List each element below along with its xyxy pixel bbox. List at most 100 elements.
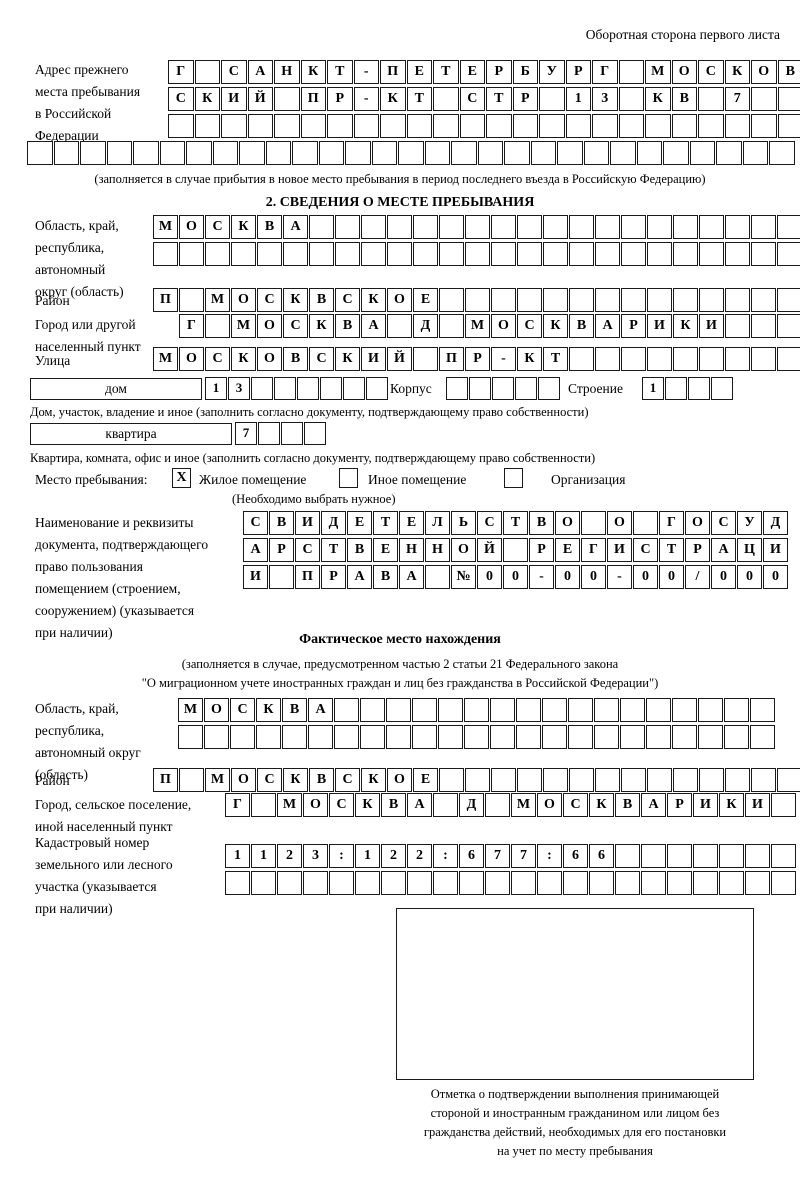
char-cell[interactable] [771, 793, 796, 817]
char-cell[interactable] [751, 114, 777, 138]
char-cell[interactable] [412, 698, 437, 722]
char-cell[interactable] [673, 215, 698, 239]
char-cell[interactable] [398, 141, 424, 165]
stay-type-option-2-checkbox[interactable] [339, 468, 358, 488]
char-cell[interactable]: Т [659, 538, 684, 562]
char-cell[interactable]: - [353, 60, 379, 84]
char-cell[interactable]: А [399, 565, 424, 589]
char-cell[interactable]: М [178, 698, 203, 722]
stay-type-option-1-checkbox[interactable]: Х [172, 468, 191, 488]
char-cell[interactable]: В [777, 60, 800, 84]
char-cell[interactable]: Ь [451, 511, 476, 535]
char-cell[interactable] [592, 114, 618, 138]
char-cell[interactable]: У [737, 511, 762, 535]
char-cell[interactable]: 2 [381, 844, 406, 868]
char-cell[interactable] [486, 114, 512, 138]
char-cell[interactable] [425, 565, 450, 589]
char-cell[interactable] [516, 698, 541, 722]
char-cell[interactable] [647, 215, 672, 239]
char-cell[interactable]: С [633, 538, 658, 562]
char-cell[interactable] [433, 871, 458, 895]
char-cell[interactable]: М [277, 793, 302, 817]
char-cell[interactable]: Д [413, 314, 438, 338]
char-cell[interactable] [469, 377, 491, 400]
char-cell[interactable]: Г [659, 511, 684, 535]
char-cell[interactable] [335, 215, 360, 239]
char-cell[interactable]: К [194, 87, 220, 111]
char-cell[interactable]: М [205, 768, 230, 792]
char-cell[interactable]: О [303, 793, 328, 817]
char-cell[interactable] [504, 141, 530, 165]
char-cell[interactable] [297, 377, 319, 400]
char-cell[interactable] [194, 114, 220, 138]
char-cell[interactable] [517, 288, 542, 312]
char-cell[interactable] [595, 215, 620, 239]
stay-type-option-3-checkbox[interactable] [504, 468, 523, 488]
char-cell[interactable]: 1 [642, 377, 664, 400]
char-cell[interactable]: К [719, 793, 744, 817]
char-cell[interactable] [539, 114, 565, 138]
char-cell[interactable] [361, 242, 386, 266]
char-cell[interactable]: И [763, 538, 788, 562]
char-cell[interactable]: Р [565, 60, 591, 84]
char-cell[interactable]: П [153, 288, 178, 312]
char-cell[interactable]: К [673, 314, 698, 338]
char-cell[interactable]: Г [581, 538, 606, 562]
char-cell[interactable] [451, 141, 477, 165]
char-cell[interactable]: Р [667, 793, 692, 817]
char-cell[interactable]: К [231, 215, 256, 239]
char-cell[interactable] [251, 793, 276, 817]
char-cell[interactable] [750, 698, 775, 722]
char-cell[interactable] [360, 698, 385, 722]
char-cell[interactable] [777, 242, 800, 266]
char-cell[interactable]: 7 [485, 844, 510, 868]
char-cell[interactable]: Е [399, 511, 424, 535]
char-cell[interactable] [53, 141, 79, 165]
char-cell[interactable]: 3 [592, 87, 618, 111]
char-cell[interactable] [751, 768, 776, 792]
char-cell[interactable]: С [335, 288, 360, 312]
char-cell[interactable]: О [751, 60, 777, 84]
char-cell[interactable] [327, 114, 353, 138]
char-cell[interactable] [515, 377, 537, 400]
char-cell[interactable]: А [361, 314, 386, 338]
char-cell[interactable] [159, 141, 185, 165]
char-cell[interactable] [751, 288, 776, 312]
char-cell[interactable] [618, 114, 644, 138]
char-cell[interactable] [699, 288, 724, 312]
char-cell[interactable]: У [539, 60, 565, 84]
char-cell[interactable] [303, 871, 328, 895]
char-cell[interactable]: - [353, 87, 379, 111]
char-cell[interactable] [492, 377, 514, 400]
char-cell[interactable] [769, 141, 795, 165]
char-cell[interactable] [719, 844, 744, 868]
char-cell[interactable] [725, 215, 750, 239]
char-cell[interactable] [334, 725, 359, 749]
char-cell[interactable]: Й [477, 538, 502, 562]
char-cell[interactable]: М [205, 288, 230, 312]
char-cell[interactable] [777, 288, 800, 312]
char-cell[interactable] [647, 288, 672, 312]
char-cell[interactable]: С [477, 511, 502, 535]
char-cell[interactable]: К [589, 793, 614, 817]
char-cell[interactable] [538, 377, 560, 400]
char-cell[interactable] [539, 87, 565, 111]
char-cell[interactable] [366, 377, 388, 400]
char-cell[interactable] [698, 87, 724, 111]
char-cell[interactable]: Т [373, 511, 398, 535]
char-cell[interactable] [153, 242, 178, 266]
char-cell[interactable] [621, 242, 646, 266]
char-cell[interactable] [581, 511, 606, 535]
char-cell[interactable]: К [517, 347, 542, 371]
char-cell[interactable] [387, 314, 412, 338]
char-cell[interactable]: К [645, 87, 671, 111]
char-cell[interactable]: М [153, 215, 178, 239]
char-cell[interactable] [387, 215, 412, 239]
char-cell[interactable]: С [230, 698, 255, 722]
char-cell[interactable]: К [335, 347, 360, 371]
char-cell[interactable] [334, 698, 359, 722]
